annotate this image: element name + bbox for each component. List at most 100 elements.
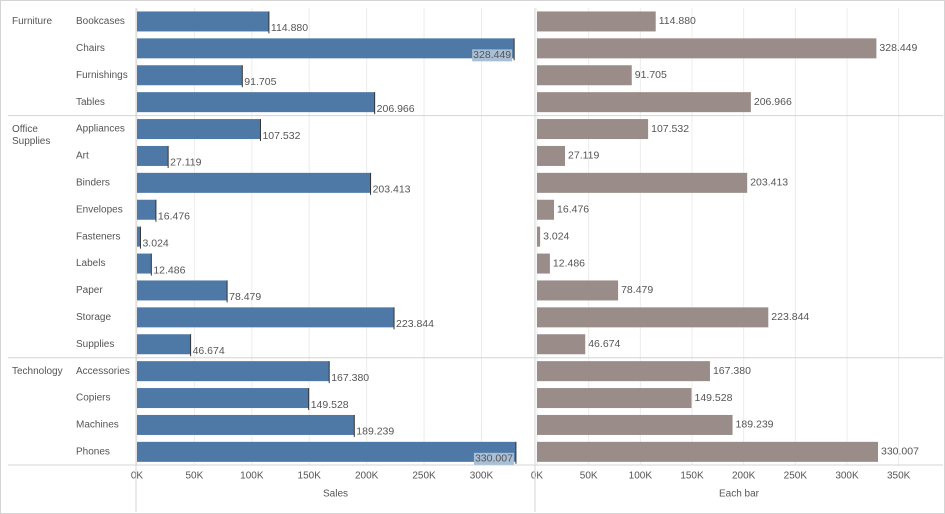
bar <box>537 92 751 113</box>
group-label: Technology <box>12 365 63 377</box>
value-label: 3.024 <box>543 230 569 242</box>
value-label: 114.880 <box>659 15 696 27</box>
category-label: Furnishings <box>76 70 128 81</box>
group-label-text: Office Supplies <box>12 123 51 147</box>
value-label: 330.007 <box>475 453 513 465</box>
x-tick-label: 100K <box>240 471 264 482</box>
value-label: 189.239 <box>356 426 394 438</box>
value-label: 46.674 <box>193 345 225 357</box>
x-tick-label: 150K <box>298 471 322 482</box>
bar <box>537 11 656 32</box>
category-label: Phones <box>76 446 110 457</box>
bar <box>537 280 619 301</box>
x-tick-label: 0K <box>531 471 544 482</box>
bar <box>537 253 550 274</box>
value-label: 91.705 <box>635 69 667 81</box>
axis-title: Sales <box>323 489 348 500</box>
x-tick-label: 50K <box>186 471 204 482</box>
bar <box>537 226 541 247</box>
bar <box>137 172 371 193</box>
bar <box>137 119 261 140</box>
category-label: Bookcases <box>76 16 125 27</box>
category-label: Accessories <box>76 366 130 377</box>
bar <box>137 92 375 113</box>
category-label: Paper <box>76 285 103 296</box>
bar <box>137 414 355 435</box>
value-label: 149.528 <box>695 392 733 404</box>
category-label: Binders <box>76 177 110 188</box>
category-label: Tables <box>76 97 105 108</box>
category-label: Art <box>76 151 89 162</box>
x-tick-label: 0K <box>131 471 144 482</box>
value-label-bg <box>473 452 514 465</box>
value-label: 167.380 <box>331 372 369 384</box>
bar <box>137 145 169 166</box>
value-label: 16.476 <box>158 211 190 223</box>
x-tick-label: 200K <box>355 471 379 482</box>
value-label: 189.239 <box>736 419 774 431</box>
value-label: 78.479 <box>229 291 261 303</box>
value-label: 167.380 <box>713 365 751 377</box>
bar <box>537 361 710 382</box>
bar <box>137 334 191 355</box>
bar <box>137 361 330 382</box>
bar <box>137 199 156 220</box>
category-label: Envelopes <box>76 204 123 215</box>
bar <box>137 307 395 328</box>
value-label: 203.413 <box>373 184 411 196</box>
category-label: Fasteners <box>76 231 120 242</box>
category-label: Supplies <box>76 339 114 350</box>
value-label: 206.966 <box>754 96 792 108</box>
value-label: 223.844 <box>396 318 434 330</box>
value-label: 206.966 <box>377 103 415 115</box>
value-label: 328.449 <box>879 42 917 54</box>
bar <box>137 38 515 59</box>
value-label: 223.844 <box>771 311 809 323</box>
value-label: 12.486 <box>153 264 185 276</box>
bar <box>537 307 769 328</box>
value-label: 330.007 <box>881 446 919 458</box>
x-tick-label: 300K <box>470 471 494 482</box>
bar <box>537 441 879 462</box>
x-tick-label: 200K <box>732 471 756 482</box>
group-label: Office Supplies <box>12 123 51 147</box>
bar <box>537 145 566 166</box>
bar <box>537 414 733 435</box>
value-label: 27.119 <box>568 150 599 162</box>
x-tick-label: 250K <box>784 471 808 482</box>
value-label: 149.528 <box>311 399 349 411</box>
category-label: Chairs <box>76 43 105 54</box>
group-label: Furniture <box>12 16 53 27</box>
value-label: 12.486 <box>553 257 585 269</box>
bar <box>537 334 586 355</box>
value-label: 16.476 <box>557 204 589 216</box>
value-label: 107.532 <box>262 130 300 142</box>
bar <box>137 253 152 274</box>
bar <box>137 280 228 301</box>
bar <box>537 388 692 409</box>
bar <box>137 388 309 409</box>
value-label: 78.479 <box>621 284 653 296</box>
bar <box>137 441 516 462</box>
bar <box>537 199 555 220</box>
value-label: 3.024 <box>142 237 168 249</box>
group-label-text: Technology <box>12 365 63 377</box>
bar <box>137 226 141 247</box>
value-label: 328.449 <box>473 49 511 61</box>
category-label: Appliances <box>76 124 125 135</box>
category-label: Labels <box>76 258 105 269</box>
bar <box>537 119 649 140</box>
category-label: Machines <box>76 420 119 431</box>
bar <box>137 65 243 86</box>
x-tick-label: 350K <box>887 471 911 482</box>
category-label: Storage <box>76 312 111 323</box>
value-label: 107.532 <box>651 123 689 135</box>
value-label-bg <box>472 49 513 62</box>
group-label-text: Furniture <box>12 16 53 27</box>
value-label: 203.413 <box>750 177 788 189</box>
category-label: Copiers <box>76 393 110 404</box>
value-label: 27.119 <box>170 157 201 169</box>
x-tick-label: 50K <box>580 471 598 482</box>
x-tick-label: 100K <box>629 471 653 482</box>
